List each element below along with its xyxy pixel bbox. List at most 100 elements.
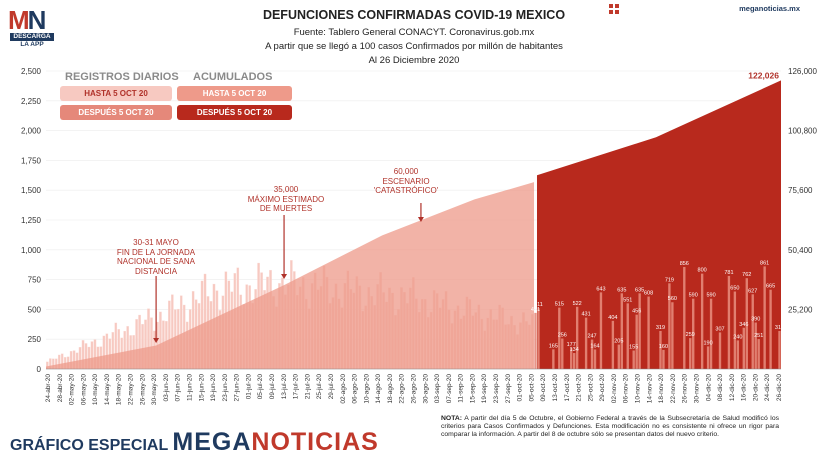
annotation-line: DISTANCIA	[134, 266, 178, 276]
left-axis-tick-label: 2,500	[21, 67, 42, 76]
left-axis: 0 250 500 750 1,000 1,250 1,500 1,750 2,000 2,250…	[21, 67, 42, 374]
daily-bar-after	[754, 322, 757, 369]
annotation-line: MÁXIMO ESTIMADO	[247, 194, 325, 204]
cumulative-final-label: 122,026	[748, 70, 779, 80]
daily-value-label: 635	[635, 287, 644, 293]
daily-bar-after	[611, 320, 615, 369]
daily-bar-after	[558, 307, 561, 369]
x-axis-tick-label: 22-nov-20	[670, 374, 677, 404]
daily-value-label: 205	[614, 339, 623, 345]
daily-bar-after	[745, 278, 748, 369]
x-axis-tick-label: 01-jul-20	[245, 374, 252, 400]
cumulative-area-before	[46, 182, 535, 369]
x-axis-tick-label: 19-jun-20	[210, 374, 217, 402]
daily-bar-after	[584, 317, 588, 369]
daily-value-label: 251	[754, 333, 763, 339]
x-axis-tick-label: 30-nov-20	[693, 374, 700, 404]
daily-value-label: 240	[733, 334, 742, 340]
x-axis-tick-label: 12-dic-20	[729, 374, 736, 401]
daily-bar-after	[537, 308, 540, 369]
annotation-sana-distancia: 30-31 MAYO FIN DE LA JORNADA NACIONAL DE…	[104, 238, 208, 276]
daily-value-label: 800	[698, 268, 707, 274]
daily-bar-after	[763, 266, 766, 369]
annotation-line: 60,000	[393, 167, 419, 176]
daily-value-label: 650	[730, 286, 739, 292]
x-axis-tick-label: 11-jun-20	[186, 374, 193, 401]
daily-bars-after	[534, 266, 781, 369]
meganoticias-app-logo[interactable]: MN DESCARGA LA APP	[8, 6, 56, 48]
x-axis-tick-label: 13-oct-20	[552, 374, 559, 402]
daily-value-label: 319	[775, 325, 784, 331]
right-axis-tick-label: 25,200	[788, 305, 813, 314]
note-text: A partir del día 5 de Octubre, el Gobier…	[441, 415, 779, 439]
daily-bar-after	[668, 283, 671, 369]
x-axis-tick-label: 21-oct-20	[576, 374, 583, 402]
daily-value-label: 134	[570, 347, 579, 353]
daily-value-label: 259	[686, 332, 695, 338]
x-axis-tick-label: 30-ago-20	[422, 374, 429, 404]
chart-title: DEFUNCIONES CONFIRMADAS COVID-19 MEXICO	[262, 8, 566, 22]
daily-bar-after	[626, 303, 629, 369]
daily-bar-after	[718, 332, 722, 369]
legend-cumulative-before: HASTA 5 OCT 20	[177, 86, 292, 101]
x-axis-tick-label: 05-jul-20	[257, 374, 264, 400]
daily-bar-after	[662, 349, 665, 369]
brand-url[interactable]: meganoticias.mx	[739, 4, 800, 13]
x-axis-tick-label: 10-ago-20	[363, 374, 370, 404]
right-axis-tick-label: 75,600	[788, 186, 813, 195]
x-axis-tick-label: 08-dic-20	[717, 374, 724, 401]
daily-value-label: 307	[715, 326, 724, 332]
x-axis-tick-label: 24-dic-20	[764, 374, 771, 401]
x-axis-tick-label: 01-oct-20	[517, 374, 524, 402]
daily-value-label: 319	[656, 325, 665, 331]
footer-prefix: GRÁFICO ESPECIAL	[10, 437, 168, 454]
daily-value-label: 719	[665, 277, 674, 283]
x-axis-tick-label: 17-jul-20	[293, 374, 300, 400]
x-axis-tick-label: 22-may-20	[128, 374, 135, 405]
left-axis-tick-label: 1,750	[21, 156, 42, 165]
x-axis-tick-label: 03-sep-20	[434, 374, 441, 404]
daily-bar-after	[632, 350, 635, 369]
right-axis: 25,200 50,400 75,600 100,800 126,000	[788, 67, 817, 314]
x-axis-tick-label: 02-nov-20	[611, 374, 618, 404]
daily-value-label: 861	[760, 260, 769, 266]
daily-bar-after	[700, 273, 704, 369]
logo-app-label: LA APP	[20, 41, 44, 48]
daily-bar-after	[733, 291, 737, 369]
daily-value-label: 590	[689, 293, 698, 299]
x-axis-tick-label: 05-oct-20	[528, 374, 535, 402]
daily-value-label: 390	[751, 317, 760, 323]
left-axis-tick-label: 750	[28, 276, 42, 285]
daily-value-label: 160	[659, 344, 668, 350]
x-axis-tick-label: 13-jul-20	[281, 374, 288, 400]
annotation-catastrofico: 60,000 ESCENARIO 'CATASTRÓFICO'	[362, 167, 450, 196]
x-axis-tick-label: 25-jul-20	[316, 374, 323, 400]
daily-bar-after	[561, 338, 564, 369]
x-axis-tick-label: 15-jun-20	[198, 374, 205, 402]
daily-bar-after	[692, 298, 695, 369]
footer-logo: MEGANOTICIAS	[172, 428, 378, 456]
daily-value-label: 856	[680, 261, 689, 267]
x-axis-tick-label: 18-may-20	[116, 374, 123, 405]
logo-mark-n: N	[27, 5, 47, 35]
daily-bar-after	[727, 275, 731, 369]
left-axis-tick-label: 1,000	[21, 246, 42, 255]
annotation-line: FIN DE LA JORNADA	[116, 247, 196, 257]
legend-title-daily: REGISTROS DIARIOS	[65, 71, 179, 83]
daily-bar-after	[635, 314, 638, 369]
daily-bar-after	[751, 294, 754, 369]
x-axis-tick-label: 29-oct-20	[599, 374, 606, 402]
cumulative-area-after	[536, 80, 781, 369]
daily-bar-after	[552, 349, 555, 369]
daily-bar-after	[534, 312, 537, 369]
x-axis-tick-label: 29-jul-20	[328, 374, 335, 400]
arrow-max-estimado-head	[281, 274, 288, 279]
note-label: NOTA:	[441, 415, 463, 422]
daily-value-label: 456	[632, 309, 641, 315]
daily-bar-after	[659, 330, 662, 369]
cumulative-area	[46, 80, 781, 369]
daily-bar-after	[599, 292, 603, 369]
